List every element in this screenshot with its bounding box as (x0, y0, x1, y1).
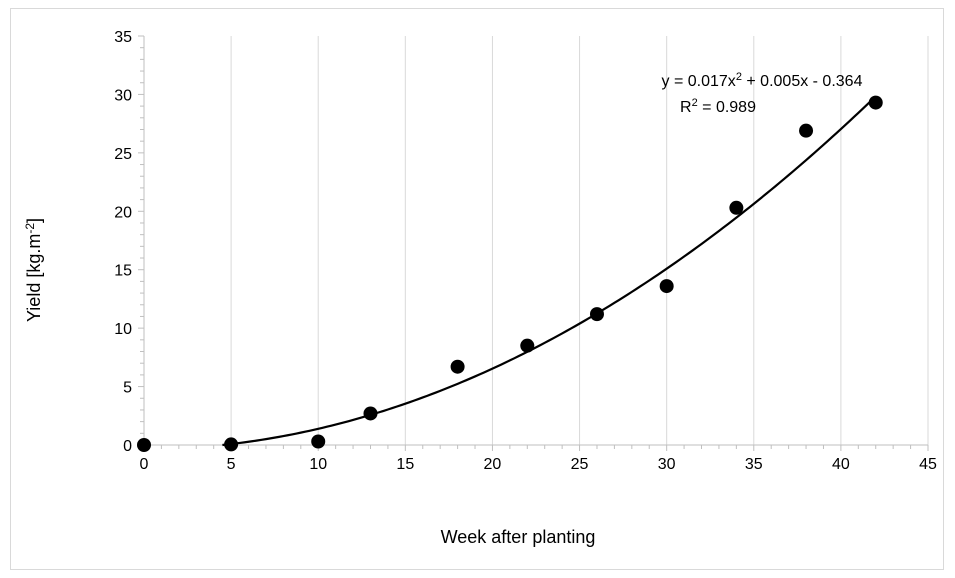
y-axis-title: Yield [kg.m-2] (23, 218, 44, 322)
trendline-equation: y = 0.017x2 + 0.005x - 0.364 (662, 71, 863, 90)
y-tick-label: 0 (123, 438, 132, 455)
x-tick-label: 15 (396, 456, 414, 473)
data-point (799, 123, 814, 138)
data-point (589, 307, 604, 322)
y-tick-label: 10 (114, 321, 132, 338)
y-tick-label: 20 (114, 204, 132, 221)
axes (138, 35, 929, 451)
data-point (520, 338, 535, 353)
data-point (224, 437, 239, 452)
x-tick-label: 25 (571, 456, 589, 473)
y-tick-label: 30 (114, 87, 132, 104)
x-axis-title: Week after planting (441, 527, 596, 547)
r-squared-label: R2 = 0.989 (680, 97, 756, 116)
data-point (729, 200, 744, 215)
x-tick-label: 20 (484, 456, 502, 473)
data-point (363, 406, 378, 421)
data-point (137, 438, 151, 452)
chart-area (10, 8, 944, 570)
tick-labels: 0 5 10 15 20 25 30 35 40 45 0 5 10 15 20 25 30 35 (114, 29, 937, 473)
y-tick-label: 15 (114, 263, 132, 280)
x-tick-label: 45 (919, 456, 937, 473)
x-tick-label: 10 (309, 456, 327, 473)
data-point (450, 359, 465, 374)
x-tick-label: 5 (227, 456, 236, 473)
y-tick-label: 5 (123, 380, 132, 397)
data-point (659, 279, 674, 294)
data-points (137, 95, 883, 452)
x-tick-label: 0 (140, 456, 149, 473)
x-tick-label: 30 (658, 456, 676, 473)
x-tick-label: 40 (832, 456, 850, 473)
y-tick-label: 35 (114, 29, 132, 46)
gridlines (230, 36, 929, 445)
trendline (222, 95, 877, 447)
data-point (311, 434, 326, 449)
y-tick-label: 25 (114, 146, 132, 163)
data-point (868, 95, 883, 110)
x-tick-label: 35 (745, 456, 763, 473)
